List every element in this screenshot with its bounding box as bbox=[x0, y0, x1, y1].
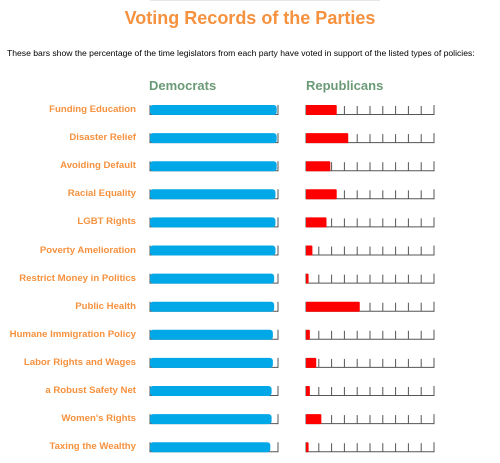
democrats-bar bbox=[150, 357, 273, 368]
republicans-bar bbox=[306, 357, 317, 368]
category-label: Humane Immigration Policy bbox=[9, 328, 136, 340]
democrats-bar bbox=[150, 245, 276, 256]
democrats-header: Democrats bbox=[149, 78, 217, 93]
democrats-bar bbox=[150, 133, 277, 144]
republicans-bar bbox=[306, 133, 349, 144]
category-label: Funding Education bbox=[49, 104, 136, 115]
category-label: a Robust Safety Net bbox=[45, 385, 136, 396]
category-label: Racial Equality bbox=[67, 188, 136, 200]
category-label: Public Health bbox=[75, 300, 136, 312]
category-label: Avoiding Default bbox=[60, 160, 136, 172]
republicans-bar bbox=[306, 161, 331, 172]
category-label: Disaster Relief bbox=[69, 132, 136, 144]
category-label: LGBT Rights bbox=[77, 216, 136, 228]
democrats-bar bbox=[150, 189, 276, 200]
republicans-bar bbox=[306, 329, 310, 340]
democrats-bar bbox=[150, 273, 275, 284]
republicans-header: Republicans bbox=[306, 78, 384, 93]
democrats-bar bbox=[150, 329, 273, 340]
chart-subtitle: These bars show the percentage of the ti… bbox=[7, 48, 475, 58]
democrats-bar bbox=[150, 414, 272, 425]
category-label: Women's Rights bbox=[61, 413, 136, 425]
republicans-bar bbox=[306, 386, 310, 396]
democrats-bar bbox=[150, 386, 272, 396]
category-label: Labor Rights and Wages bbox=[23, 356, 136, 368]
democrats-bar bbox=[150, 301, 275, 312]
republicans-bar bbox=[306, 301, 360, 312]
republicans-bar bbox=[306, 245, 313, 256]
republicans-bar bbox=[306, 105, 337, 115]
democrats-bar bbox=[150, 105, 277, 115]
democrats-bar bbox=[150, 442, 271, 453]
democrats-bar bbox=[150, 217, 276, 228]
republicans-bar bbox=[306, 189, 337, 200]
category-label: Taxing the Wealthy bbox=[49, 441, 136, 453]
republicans-bar bbox=[306, 273, 309, 284]
chart-title: Voting Records of the Parties bbox=[124, 8, 376, 28]
category-label: Poverty Amelioration bbox=[39, 244, 136, 256]
democrats-bar bbox=[150, 161, 277, 172]
top-rule bbox=[150, 0, 380, 1]
republicans-bar bbox=[306, 414, 322, 425]
republicans-bar bbox=[306, 442, 309, 453]
category-label: Restrict Money in Politics bbox=[19, 272, 136, 284]
republicans-bar bbox=[306, 217, 327, 228]
